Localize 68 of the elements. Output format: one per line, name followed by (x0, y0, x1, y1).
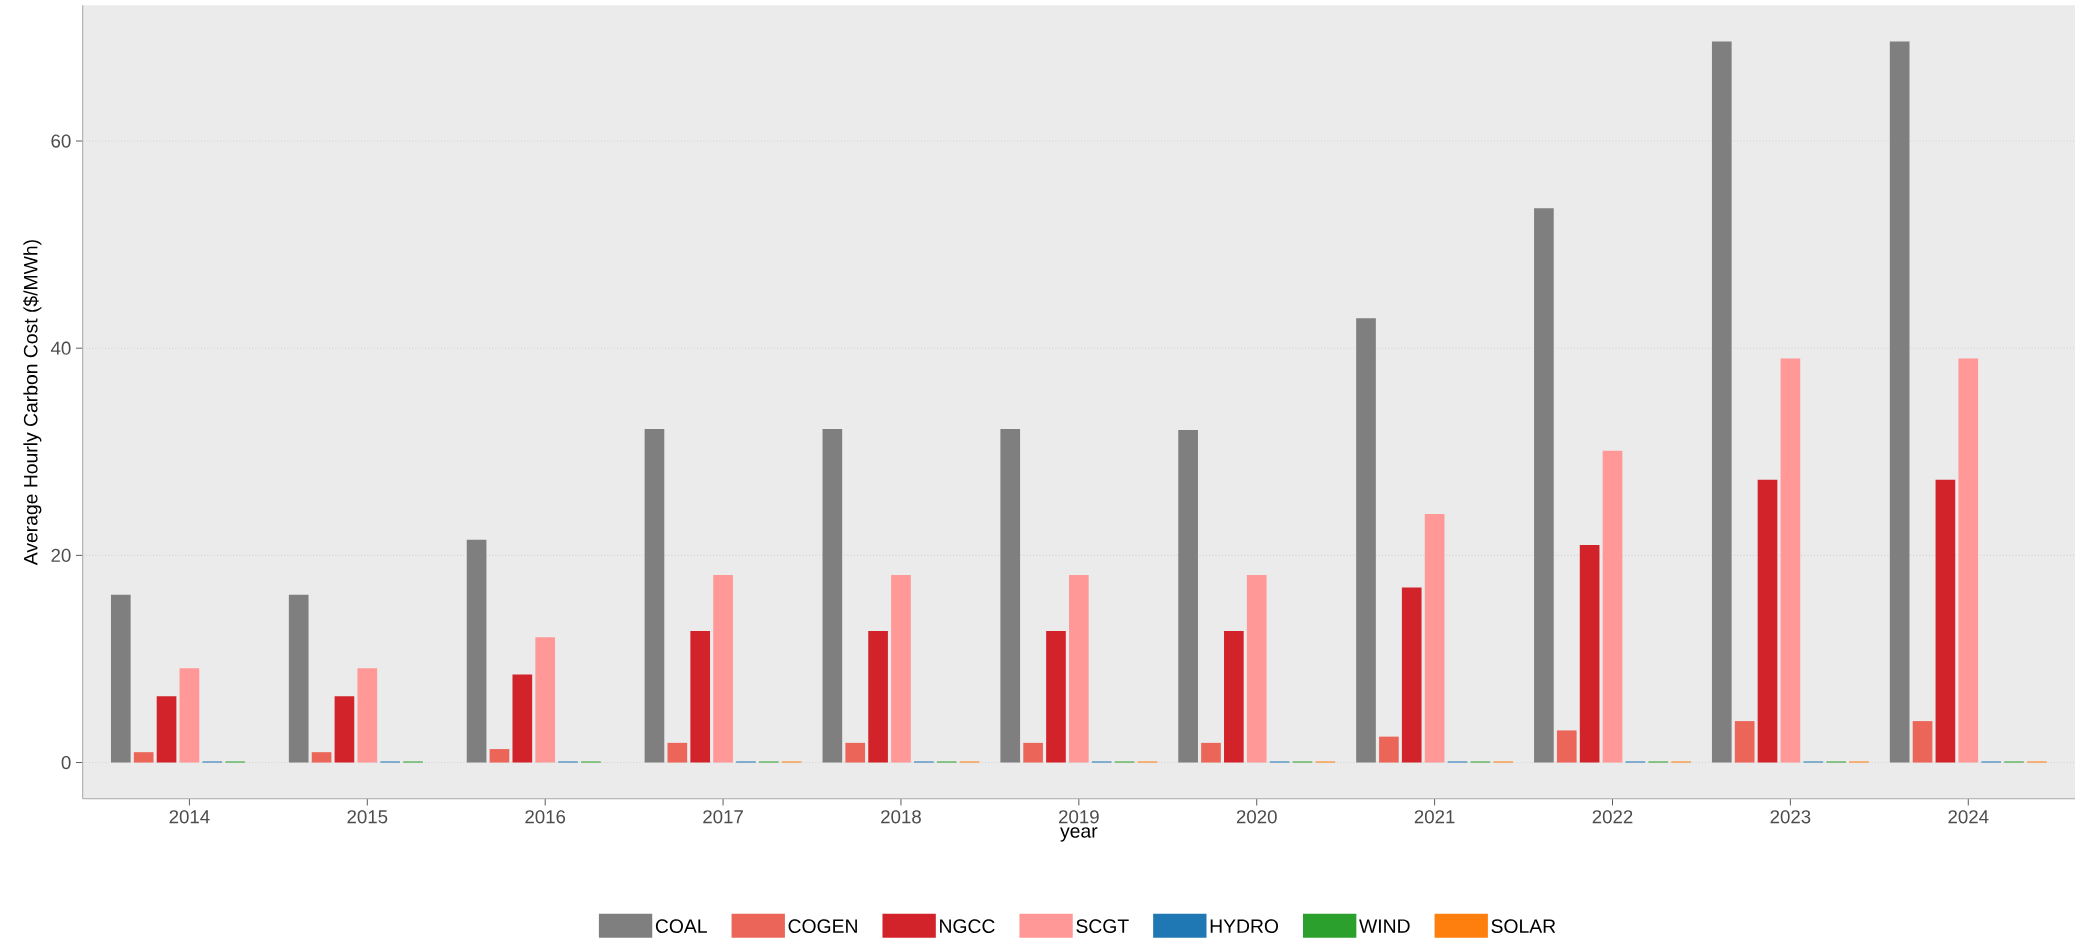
x-tick-label: 2018 (881, 810, 921, 824)
legend-label: WIND (1359, 919, 1410, 933)
bar (1734, 721, 1755, 763)
x-tick-label: 2017 (703, 810, 743, 824)
bar (1757, 479, 1778, 763)
bar (357, 668, 378, 763)
bar (644, 429, 665, 763)
y-tick-label: 0 (61, 756, 71, 770)
legend-label: SCGT (1076, 919, 1129, 934)
bar (1424, 514, 1445, 763)
bar (713, 575, 733, 763)
y-tick-label: 60 (51, 134, 71, 148)
bar (1246, 575, 1267, 763)
y-tick-label: 40 (50, 341, 71, 355)
bar (1889, 41, 1910, 763)
bar (110, 594, 131, 763)
bar (466, 539, 487, 763)
x-tick-label: 2022 (1592, 810, 1633, 824)
y-tick-label: 20 (51, 548, 71, 563)
bar (1958, 358, 1979, 763)
legend-label: NGCC (940, 919, 995, 934)
bar (1780, 358, 1801, 763)
bar (1912, 721, 1933, 763)
bar (1023, 742, 1043, 763)
bar (667, 742, 688, 763)
x-tick-label: 2021 (1414, 810, 1455, 824)
bar (133, 752, 154, 763)
bar (535, 637, 556, 763)
bar (179, 668, 200, 763)
bar (512, 674, 533, 763)
bar (288, 594, 309, 763)
legend-label: HYDRO (1210, 919, 1279, 934)
x-tick-label: 2024 (1948, 810, 1989, 824)
bar (1711, 41, 1732, 763)
legend-label: COGEN (788, 919, 857, 934)
bar (1046, 631, 1066, 763)
bar (1224, 631, 1244, 763)
bar (1401, 587, 1422, 763)
bar (1069, 575, 1089, 763)
x-tick-label: 2020 (1236, 810, 1277, 824)
bar (1356, 318, 1376, 763)
bar (1534, 208, 1554, 763)
x-tick-label: 2016 (525, 810, 566, 824)
x-tick-label: 2015 (347, 810, 388, 824)
bar (1556, 730, 1577, 763)
x-axis-title: year (1060, 827, 1098, 842)
bar (156, 696, 177, 763)
bar (845, 742, 866, 763)
x-tick-label: 2019 (1059, 810, 1099, 824)
bar (1178, 430, 1198, 763)
x-tick-label: 2014 (169, 810, 210, 824)
bar (1201, 742, 1221, 763)
bar (334, 696, 355, 763)
x-tick-label: 2023 (1770, 810, 1811, 824)
bar (690, 631, 711, 763)
bar (868, 631, 888, 763)
legend-label: COAL (655, 919, 707, 934)
bar (1602, 450, 1623, 763)
legend-label: SOLAR (1491, 919, 1556, 934)
bar (489, 749, 510, 763)
bar (1379, 736, 1399, 763)
bar (1935, 479, 1956, 763)
bar (1000, 429, 1021, 763)
bar (822, 429, 843, 763)
y-axis-title: Average Hourly Carbon Cost ($/MWh) (23, 240, 42, 566)
bar (311, 752, 332, 763)
bar (891, 575, 911, 763)
bar (1579, 545, 1600, 763)
